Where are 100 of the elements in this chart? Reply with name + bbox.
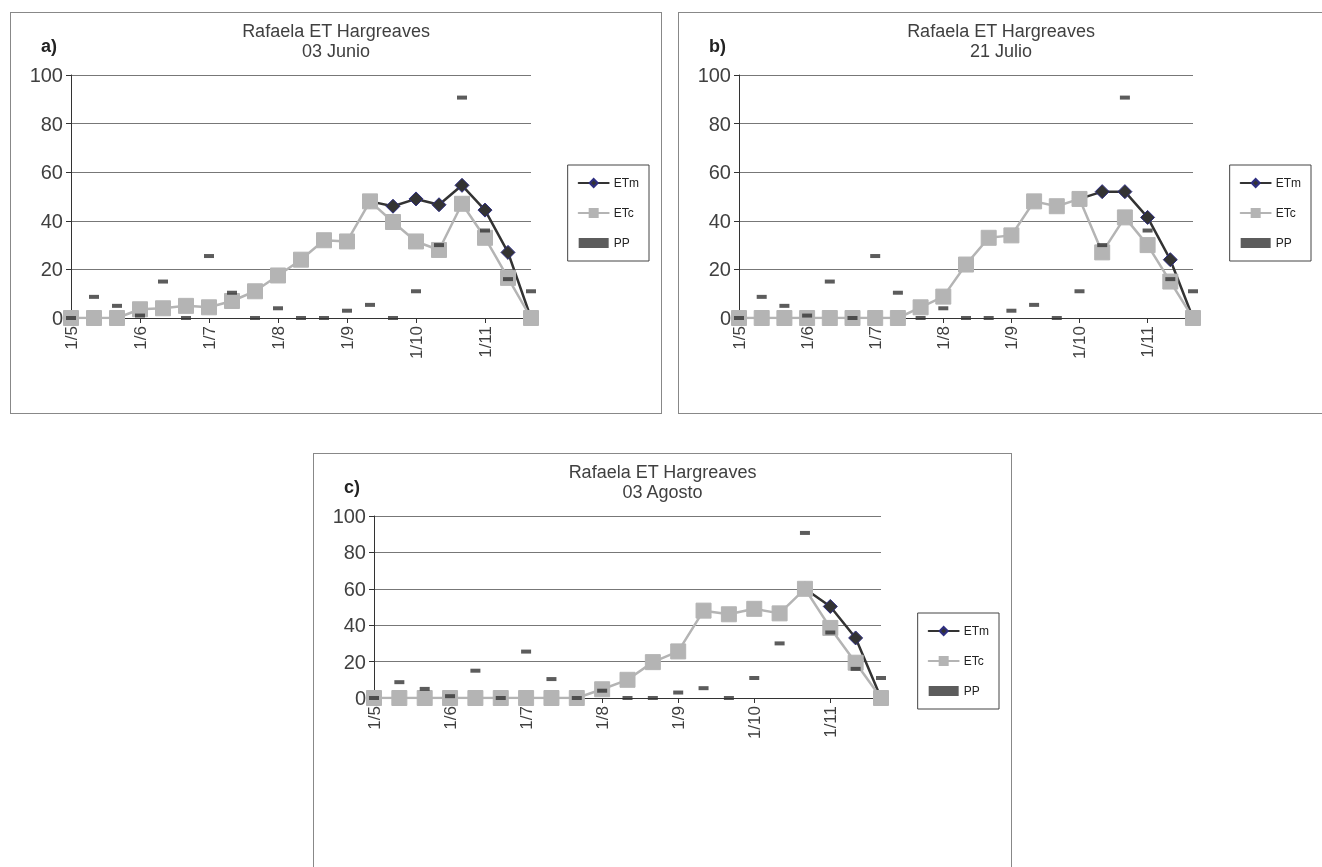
point bbox=[431, 197, 447, 213]
point bbox=[518, 690, 535, 706]
x-tick-label: 1/8 bbox=[933, 326, 953, 350]
point bbox=[912, 299, 929, 316]
text: c) bbox=[344, 477, 361, 497]
point bbox=[178, 297, 194, 314]
y-tick-label: 20 bbox=[708, 258, 731, 281]
point bbox=[1026, 193, 1043, 210]
legend-label: PP bbox=[1275, 236, 1292, 250]
point bbox=[848, 630, 864, 646]
y-tick-label: 0 bbox=[51, 307, 63, 329]
y-tick-label: 20 bbox=[40, 258, 63, 281]
point bbox=[644, 654, 661, 671]
legend-label: PP bbox=[613, 236, 630, 250]
legend-label: ETc bbox=[1275, 206, 1296, 220]
point bbox=[408, 233, 424, 250]
y-tick-label: 100 bbox=[29, 64, 63, 86]
point bbox=[1162, 252, 1178, 268]
point bbox=[1048, 198, 1065, 215]
legend-label: ETc bbox=[613, 206, 634, 220]
point bbox=[543, 690, 560, 706]
legend-label: ETm bbox=[963, 624, 990, 638]
x-tick-label: 1/9 bbox=[1001, 326, 1021, 350]
point bbox=[86, 310, 102, 326]
point bbox=[746, 600, 763, 617]
y-tick-label: 0 bbox=[354, 687, 366, 709]
legend-label: PP bbox=[963, 684, 980, 698]
point bbox=[391, 690, 408, 706]
y-tick-label: 80 bbox=[40, 112, 63, 135]
point bbox=[477, 202, 493, 218]
point bbox=[889, 310, 906, 326]
chart-title: Rafaela ET Hargreaves bbox=[568, 462, 757, 482]
legend-label: ETc bbox=[963, 654, 984, 668]
x-tick-label: 1/11 bbox=[1138, 326, 1158, 358]
x-tick-label: 1/6 bbox=[130, 326, 150, 350]
chart-subtitle: 03 Agosto bbox=[622, 482, 703, 502]
point bbox=[958, 256, 974, 273]
y-tick-label: 100 bbox=[697, 64, 731, 86]
y-tick-label: 20 bbox=[343, 650, 366, 673]
point bbox=[500, 244, 516, 260]
y-tick-label: 0 bbox=[719, 307, 731, 329]
point bbox=[201, 299, 217, 316]
chart-subtitle: 21 Julio bbox=[969, 41, 1033, 61]
point bbox=[155, 300, 171, 317]
point bbox=[385, 214, 401, 231]
x-tick-label: 1/6 bbox=[440, 706, 460, 730]
point bbox=[293, 251, 309, 268]
point bbox=[776, 310, 793, 326]
point bbox=[224, 292, 240, 309]
chart-title: Rafaela ET Hargreaves bbox=[242, 21, 430, 41]
point bbox=[467, 690, 484, 706]
x-tick-label: 1/5 bbox=[61, 326, 81, 350]
point bbox=[867, 310, 884, 326]
x-tick-label: 1/8 bbox=[268, 326, 288, 350]
y-tick-label: 80 bbox=[343, 541, 366, 564]
x-tick-label: 1/7 bbox=[199, 326, 219, 350]
y-tick-label: 100 bbox=[332, 505, 366, 527]
point bbox=[339, 233, 355, 250]
point bbox=[1003, 227, 1020, 244]
point bbox=[1140, 209, 1156, 225]
y-tick-label: 40 bbox=[708, 209, 731, 232]
legend-label: ETm bbox=[613, 176, 640, 190]
legend-label: ETm bbox=[1275, 176, 1302, 190]
chart-title: Rafaela ET Hargreaves bbox=[907, 21, 1095, 41]
x-tick-label: 1/11 bbox=[820, 706, 840, 738]
point bbox=[753, 310, 770, 326]
x-tick-label: 1/10 bbox=[1070, 326, 1089, 360]
point bbox=[619, 671, 636, 688]
x-tick-label: 1/10 bbox=[406, 326, 426, 360]
x-tick-label: 1/6 bbox=[797, 326, 817, 350]
point bbox=[771, 605, 788, 622]
y-tick-label: 60 bbox=[708, 161, 731, 184]
point bbox=[822, 598, 838, 614]
point bbox=[408, 191, 424, 207]
point bbox=[1094, 244, 1111, 261]
text: a) bbox=[41, 36, 58, 56]
point bbox=[316, 232, 332, 249]
point bbox=[1139, 237, 1156, 254]
x-tick-label: 1/10 bbox=[744, 706, 764, 740]
x-tick-label: 1/8 bbox=[592, 706, 612, 730]
chart-subtitle: 03 Junio bbox=[301, 41, 371, 61]
point bbox=[109, 310, 125, 326]
point bbox=[720, 606, 737, 623]
y-tick-label: 80 bbox=[708, 112, 731, 135]
point bbox=[821, 310, 838, 326]
x-tick-label: 1/11 bbox=[475, 326, 495, 358]
point bbox=[416, 690, 433, 706]
point bbox=[1117, 184, 1133, 200]
point bbox=[1094, 184, 1110, 200]
point bbox=[385, 198, 401, 214]
point bbox=[935, 288, 952, 305]
x-tick-label: 1/5 bbox=[364, 706, 384, 730]
point bbox=[980, 229, 997, 246]
point bbox=[270, 267, 286, 284]
y-tick-label: 60 bbox=[343, 577, 366, 600]
x-tick-label: 1/5 bbox=[729, 326, 749, 350]
point bbox=[454, 195, 470, 212]
y-tick-label: 40 bbox=[40, 209, 63, 232]
point bbox=[670, 643, 687, 660]
x-tick-label: 1/7 bbox=[865, 326, 885, 350]
